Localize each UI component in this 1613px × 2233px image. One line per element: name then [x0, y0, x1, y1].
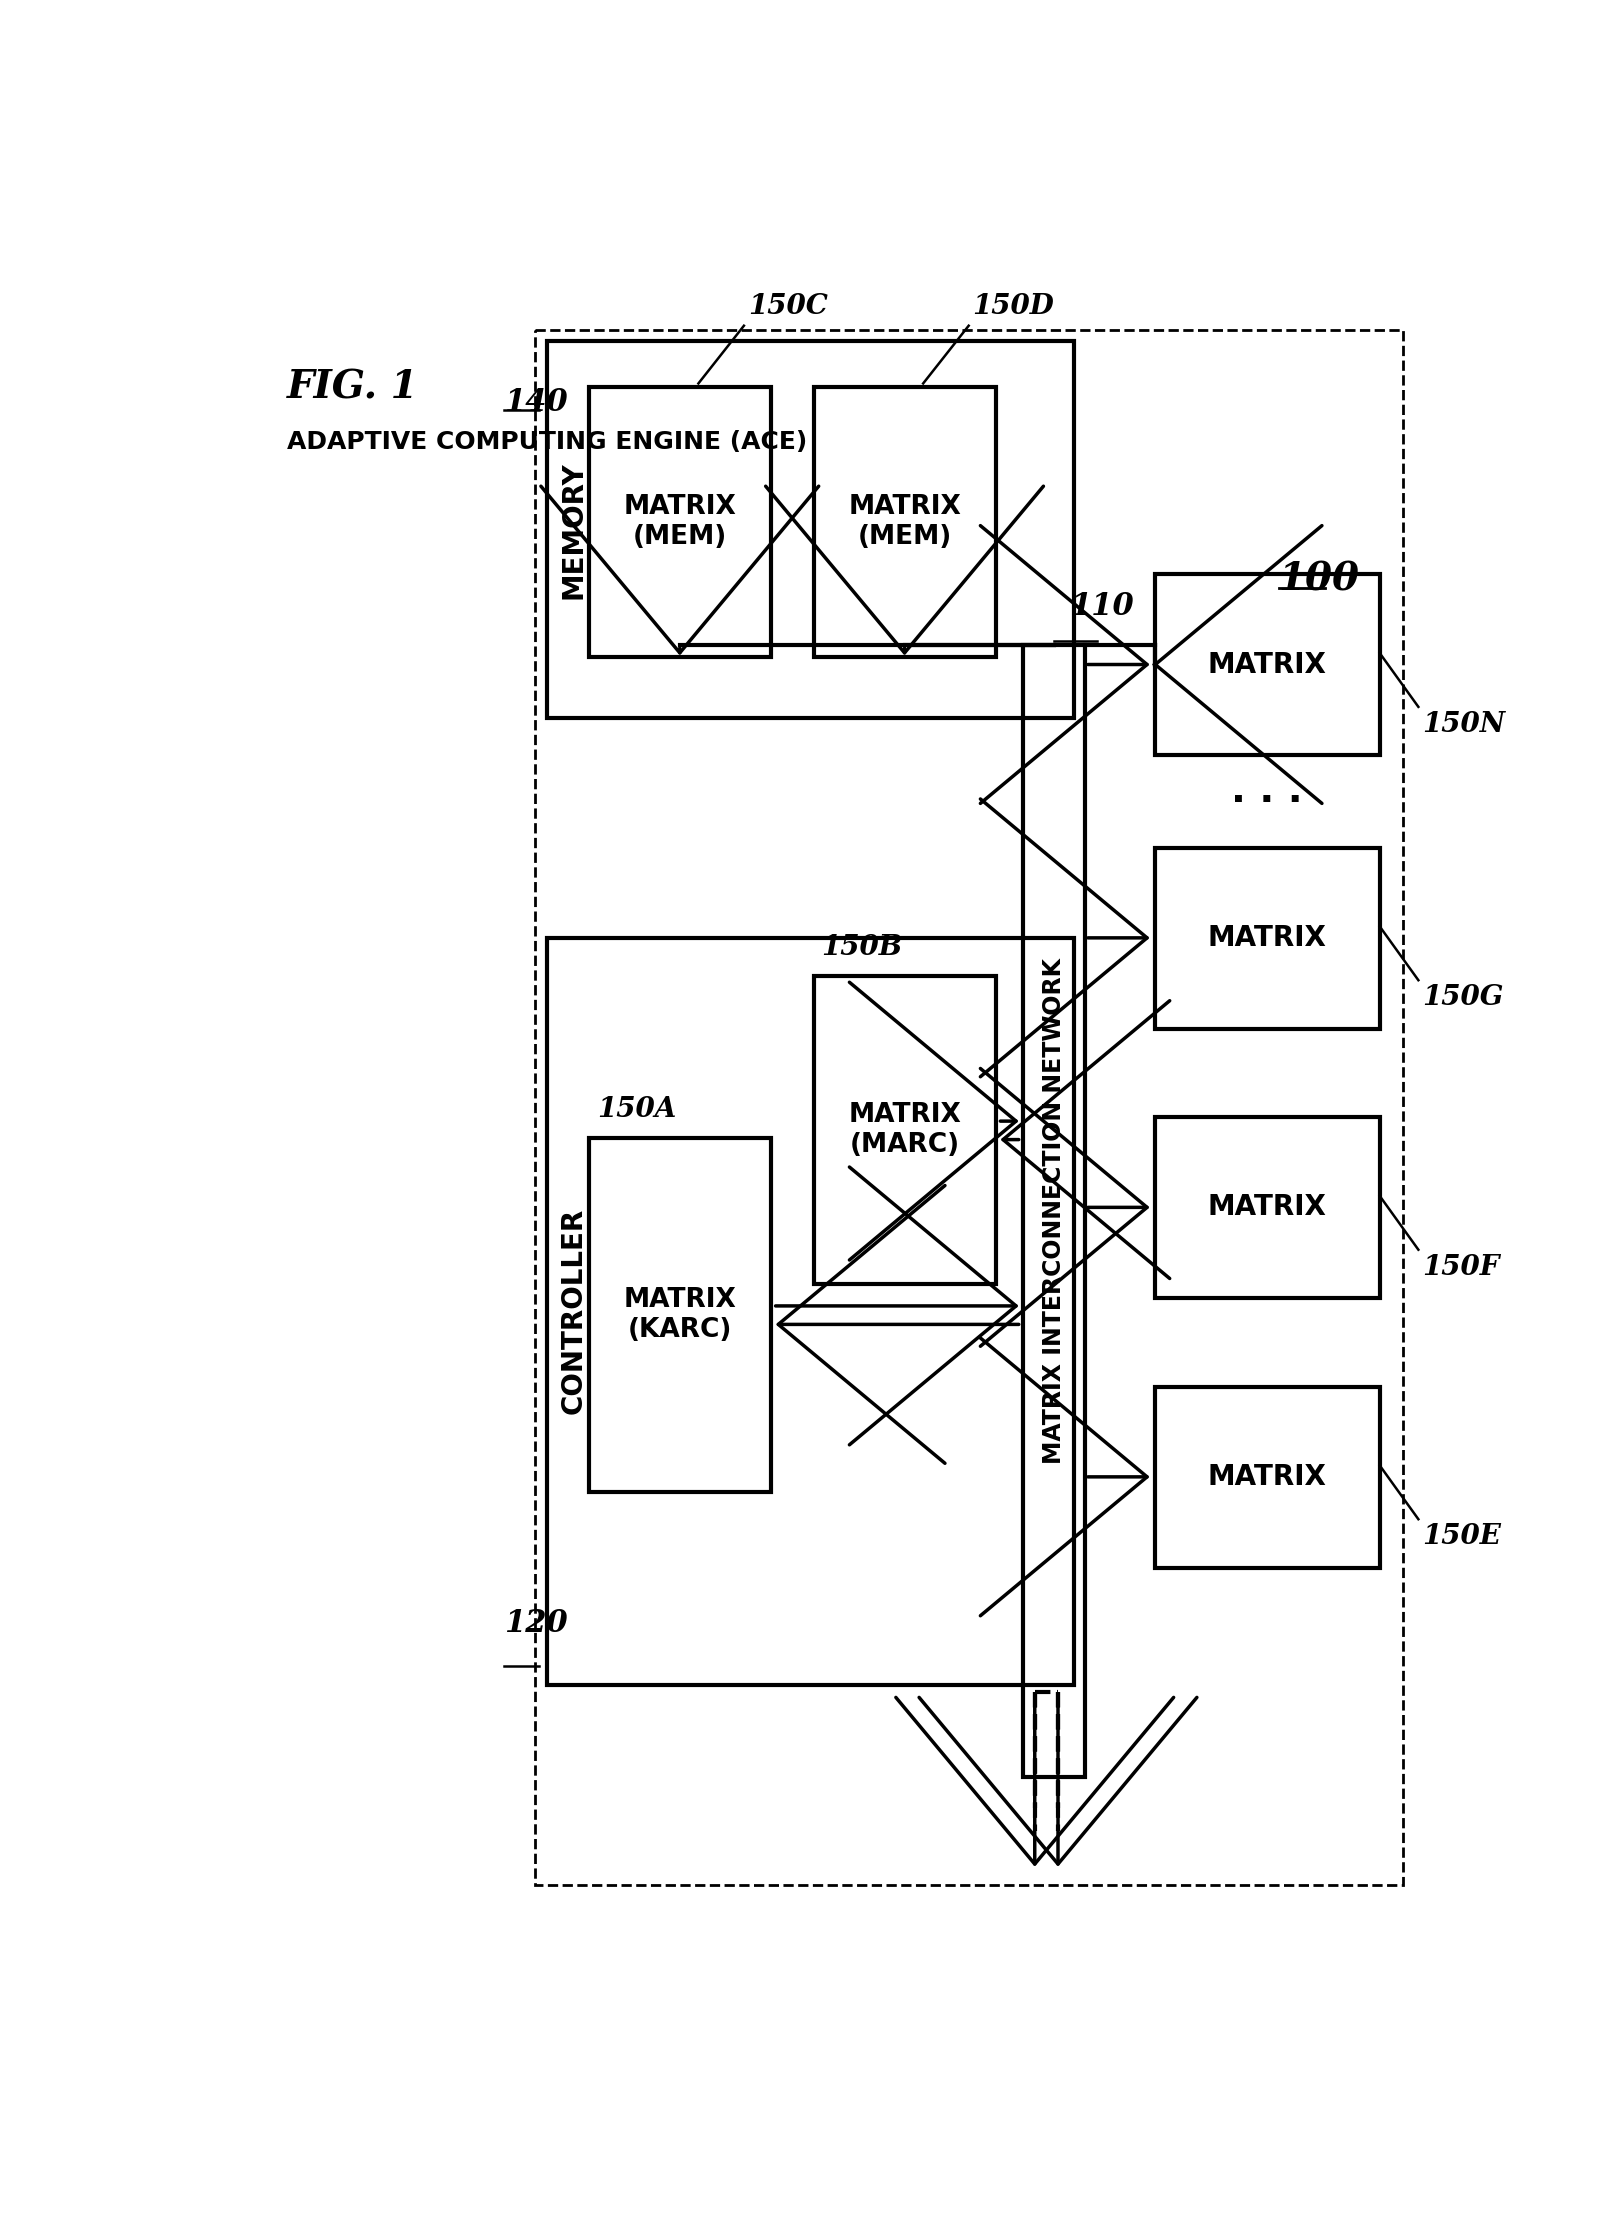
Text: MATRIX INTERCONNECTION NETWORK: MATRIX INTERCONNECTION NETWORK — [1042, 958, 1066, 1465]
Text: 150N: 150N — [1423, 710, 1505, 737]
Bar — [1155, 849, 1379, 1029]
Text: 120: 120 — [503, 1608, 568, 1639]
Bar — [1023, 645, 1086, 1777]
Bar — [1155, 1116, 1379, 1297]
Text: MATRIX: MATRIX — [1208, 924, 1326, 951]
Text: MATRIX
(KARC): MATRIX (KARC) — [624, 1286, 737, 1344]
Bar — [536, 330, 1403, 1885]
Bar — [547, 938, 1074, 1684]
Bar — [815, 386, 995, 657]
Text: 140: 140 — [503, 386, 568, 418]
Text: 150E: 150E — [1423, 1523, 1502, 1550]
Bar — [589, 1139, 771, 1492]
Text: MATRIX
(MEM): MATRIX (MEM) — [624, 493, 737, 549]
Bar — [589, 386, 771, 657]
Bar — [1155, 574, 1379, 755]
Text: MEMORY: MEMORY — [560, 460, 587, 598]
Text: 150B: 150B — [821, 933, 903, 960]
Text: MATRIX: MATRIX — [1208, 1192, 1326, 1221]
Text: · · ·: · · · — [1231, 782, 1303, 820]
Text: MATRIX
(MEM): MATRIX (MEM) — [848, 493, 961, 549]
Text: 150A: 150A — [597, 1096, 676, 1123]
Text: 150C: 150C — [748, 293, 827, 319]
Bar — [815, 976, 995, 1284]
Text: 110: 110 — [1069, 592, 1134, 623]
Text: 150G: 150G — [1423, 985, 1503, 1012]
Bar — [1155, 1387, 1379, 1568]
Text: MATRIX: MATRIX — [1208, 650, 1326, 679]
Text: 100: 100 — [1279, 560, 1360, 598]
Text: 150F: 150F — [1423, 1253, 1500, 1280]
Text: 150D: 150D — [973, 293, 1055, 319]
Text: MATRIX: MATRIX — [1208, 1463, 1326, 1492]
Bar — [547, 342, 1074, 719]
Text: FIG. 1: FIG. 1 — [287, 368, 418, 406]
Text: ADAPTIVE COMPUTING ENGINE (ACE): ADAPTIVE COMPUTING ENGINE (ACE) — [287, 429, 806, 453]
Text: MATRIX
(MARC): MATRIX (MARC) — [848, 1103, 961, 1159]
Text: CONTROLLER: CONTROLLER — [560, 1208, 587, 1413]
